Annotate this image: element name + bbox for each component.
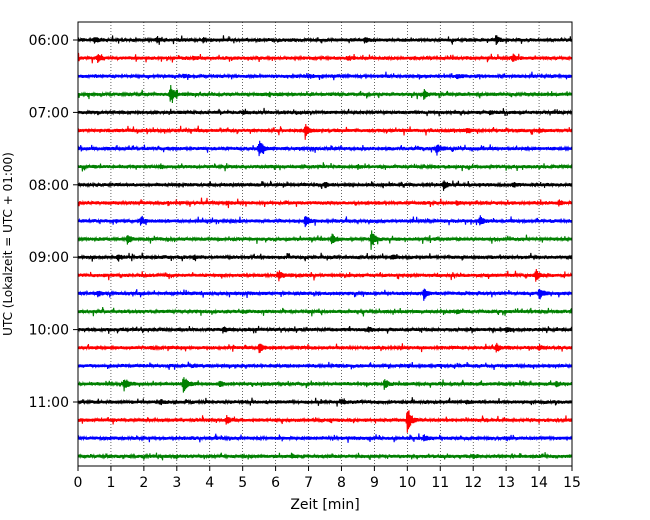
grid-lines [110, 22, 540, 466]
x-tick-label: 4 [205, 475, 214, 491]
seismic-trace [77, 268, 573, 282]
plot-frame [77, 21, 573, 467]
x-tick-label: 0 [74, 475, 83, 491]
seismic-trace [77, 35, 573, 45]
seismic-trace [77, 377, 573, 393]
seismic-trace [77, 342, 573, 354]
seismic-trace [77, 52, 573, 64]
x-tick-label: 12 [464, 475, 482, 491]
seismic-trace [77, 410, 573, 433]
seismic-trace [77, 452, 573, 461]
x-axis-ticks: 0 1 2 3 4 5 6 7 8 9 10 11 12 13 14 15 [74, 466, 581, 491]
y-axis-label: UTC (Lokalzeit = UTC + 01:00) [1, 152, 15, 336]
x-tick-label: 1 [106, 475, 115, 491]
x-tick-label: 7 [304, 475, 313, 491]
x-tick-label: 10 [398, 475, 416, 491]
seismic-trace [77, 361, 573, 370]
x-tick-label: 13 [497, 475, 515, 491]
seismic-trace [77, 433, 573, 443]
seismic-trace [77, 397, 573, 407]
seismic-trace [77, 71, 573, 81]
y-axis-ticks: 06:00 07:00 08:00 09:00 10:00 11:00 [29, 33, 78, 411]
seismic-trace [77, 197, 573, 209]
seismic-trace [77, 162, 573, 172]
y-tick-label: 06:00 [29, 33, 69, 49]
y-tick-label: 07:00 [29, 105, 69, 121]
x-tick-label: 15 [563, 475, 581, 491]
seismic-trace [77, 140, 573, 157]
x-axis-label: Zeit [min] [290, 497, 359, 513]
y-tick-label: 11:00 [29, 395, 69, 411]
x-tick-label: 3 [172, 475, 181, 491]
seismic-trace [77, 124, 573, 140]
x-tick-label: 8 [337, 475, 346, 491]
seismic-trace [77, 84, 573, 103]
seismic-trace [77, 325, 573, 334]
seismic-trace [77, 307, 573, 317]
x-tick-label: 9 [370, 475, 379, 491]
seismic-trace [77, 215, 573, 228]
x-tick-label: 6 [271, 475, 280, 491]
y-tick-label: 09:00 [29, 250, 69, 266]
seismic-trace [77, 107, 573, 117]
seismic-trace [77, 288, 573, 301]
y-tick-label: 08:00 [29, 178, 69, 194]
seismic-trace [77, 252, 573, 262]
x-tick-label: 5 [238, 475, 247, 491]
seismic-trace [77, 180, 573, 191]
x-tick-label: 14 [530, 475, 548, 491]
x-tick-label: 2 [139, 475, 148, 491]
y-tick-label: 10:00 [29, 323, 69, 339]
trace-group [77, 35, 573, 461]
x-tick-label: 11 [431, 475, 449, 491]
seismic-trace [77, 230, 573, 250]
